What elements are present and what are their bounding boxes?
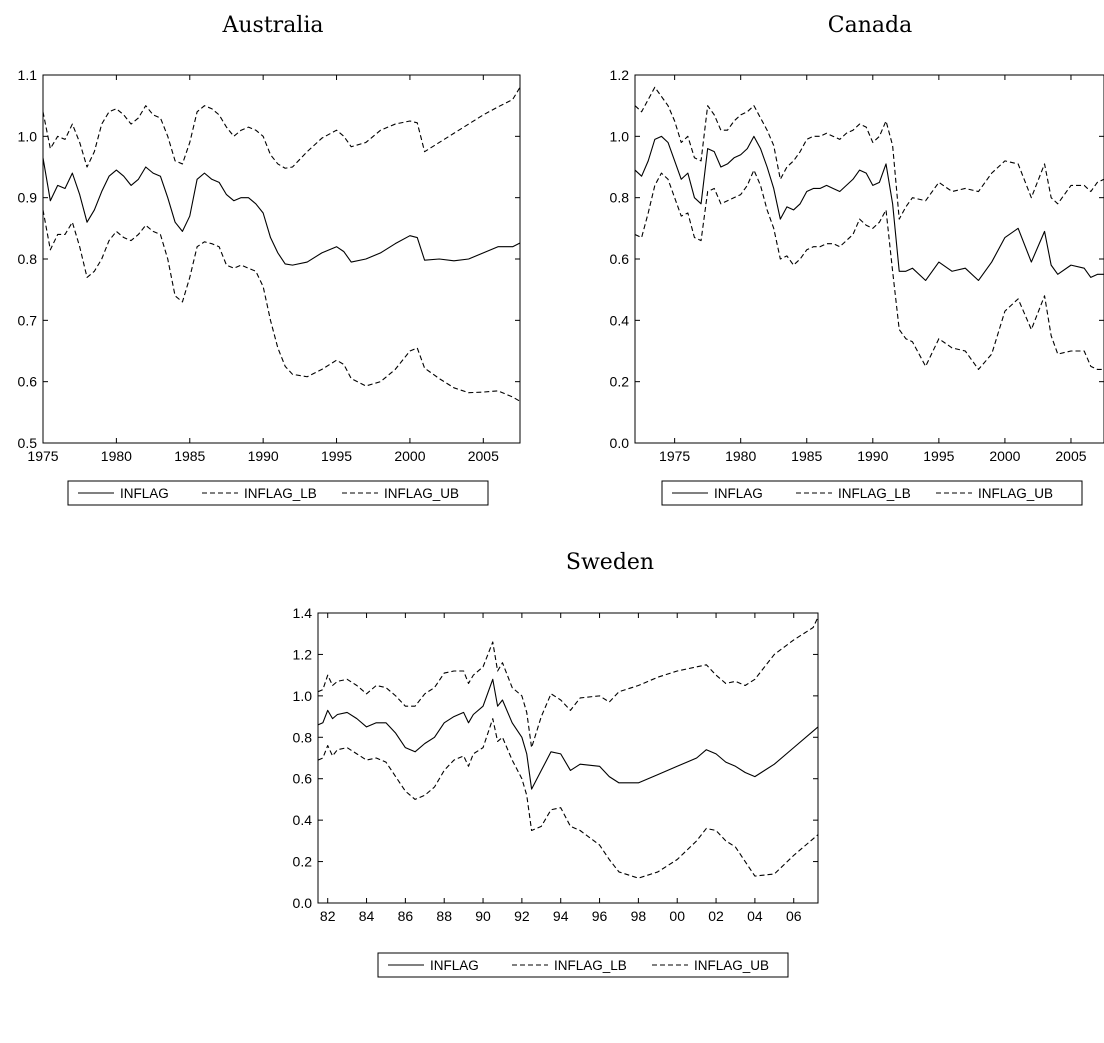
legend-label: INFLAG_UB [384, 486, 459, 501]
y-tick-label: 0.4 [293, 812, 313, 828]
chart-australia-svg: Australia 0.5 0.6 0.7 0.8 0.9 1.0 1.1 1975 1980 19… [18, 13, 521, 506]
series-line-inflag [635, 135, 1104, 282]
series-line-inflag [318, 678, 818, 790]
x-tick-label: 02 [708, 908, 724, 924]
y-tick-label: 0.2 [610, 374, 630, 390]
y-tick-label: 0.9 [18, 190, 38, 206]
legend-label: INFLAG [120, 486, 169, 501]
y-tick-label: 0.4 [610, 312, 630, 328]
x-tick-label: 90 [475, 908, 491, 924]
x-tick-label: 92 [514, 908, 530, 924]
chart-canada-svg: Canada 0.0 0.2 0.4 0.6 0.8 1.0 1.2 1975 1980 1985 1… [610, 13, 1104, 506]
legend-label: INFLAG_LB [244, 486, 317, 501]
legend-box [377, 952, 789, 978]
x-tick-label: 06 [786, 908, 802, 924]
y-tick-label: 0.6 [293, 771, 313, 787]
plot-frame [634, 74, 1104, 444]
legend: INFLAG INFLAG_LB INFLAG_UB [67, 480, 489, 506]
y-tick-label: 1.0 [18, 128, 38, 144]
y-tick-label: 1.0 [610, 128, 630, 144]
y-tick-label: 0.0 [610, 435, 630, 451]
y-tick-label: 1.4 [293, 605, 313, 621]
x-tick-label: 1990 [857, 448, 888, 464]
x-tick-label: 1985 [791, 448, 822, 464]
legend-label: INFLAG_UB [694, 958, 769, 973]
legend: INFLAG INFLAG_LB INFLAG_UB [661, 480, 1083, 506]
y-tick-label: 1.0 [293, 688, 313, 704]
x-tick-label: 04 [747, 908, 763, 924]
y-tick-label: 0.7 [18, 312, 38, 328]
legend: INFLAG INFLAG_LB INFLAG_UB [377, 952, 789, 978]
x-tick-label: 2005 [468, 448, 499, 464]
legend-label: INFLAG [430, 958, 479, 973]
y-tick-label: 0.6 [610, 251, 630, 267]
chart-sweden: Sweden 0.0 0.2 0.4 0.6 0.8 1.0 1.2 1.4 82 84 86 88 90… [270, 535, 830, 1043]
y-tick-label: 1.1 [18, 67, 38, 83]
y-tick-label: 0.2 [293, 854, 313, 870]
legend-label: INFLAG_LB [554, 958, 627, 973]
chart-australia: Australia 0.5 0.6 0.7 0.8 0.9 1.0 1.1 1975 1980 19… [0, 0, 530, 520]
x-tick-label: 1990 [248, 448, 279, 464]
y-tick-label: 0.8 [610, 190, 630, 206]
series-line-inflag-lb [318, 718, 818, 879]
legend-label: INFLAG_LB [838, 486, 911, 501]
x-tick-label: 82 [320, 908, 336, 924]
chart-sweden-svg: Sweden 0.0 0.2 0.4 0.6 0.8 1.0 1.2 1.4 82 84 86 88 90… [293, 550, 819, 978]
series-line-inflag [43, 157, 520, 266]
x-tick-label: 2005 [1055, 448, 1086, 464]
legend-box [67, 480, 489, 506]
x-tick-label: 88 [436, 908, 452, 924]
series-line-inflag-ub [318, 616, 818, 749]
y-tick-label: 0.0 [293, 895, 313, 911]
series-line-inflag-lb [43, 209, 520, 402]
y-tick-label: 0.5 [18, 435, 38, 451]
legend-box [661, 480, 1083, 506]
legend-label: INFLAG [714, 486, 763, 501]
y-tick-label: 1.2 [293, 646, 313, 662]
chart-title: Canada [828, 13, 912, 38]
x-tick-label: 2000 [989, 448, 1020, 464]
chart-canada: Canada 0.0 0.2 0.4 0.6 0.8 1.0 1.2 1975 1980 1985 1… [574, 0, 1104, 520]
x-tick-label: 2000 [394, 448, 425, 464]
series-line-inflag-lb [635, 169, 1104, 370]
y-tick-label: 1.2 [610, 67, 630, 83]
x-tick-label: 98 [631, 908, 647, 924]
x-tick-label: 1980 [725, 448, 756, 464]
x-tick-label: 1975 [27, 448, 58, 464]
x-tick-label: 00 [669, 908, 685, 924]
x-tick-label: 96 [592, 908, 608, 924]
x-tick-label: 1980 [101, 448, 132, 464]
x-tick-label: 1975 [659, 448, 690, 464]
series-line-inflag-ub [635, 86, 1104, 220]
y-tick-label: 0.8 [18, 251, 38, 267]
x-tick-label: 86 [398, 908, 414, 924]
x-tick-label: 1995 [321, 448, 352, 464]
chart-title: Australia [221, 13, 323, 38]
x-tick-label: 84 [359, 908, 375, 924]
x-tick-label: 1995 [923, 448, 954, 464]
y-tick-label: 0.8 [293, 729, 313, 745]
x-tick-label: 94 [553, 908, 569, 924]
chart-title: Sweden [566, 550, 654, 575]
legend-label: INFLAG_UB [978, 486, 1053, 501]
series-line-inflag-ub [43, 86, 520, 169]
x-tick-label: 1985 [174, 448, 205, 464]
plot-frame [317, 612, 819, 904]
y-tick-label: 0.6 [18, 374, 38, 390]
